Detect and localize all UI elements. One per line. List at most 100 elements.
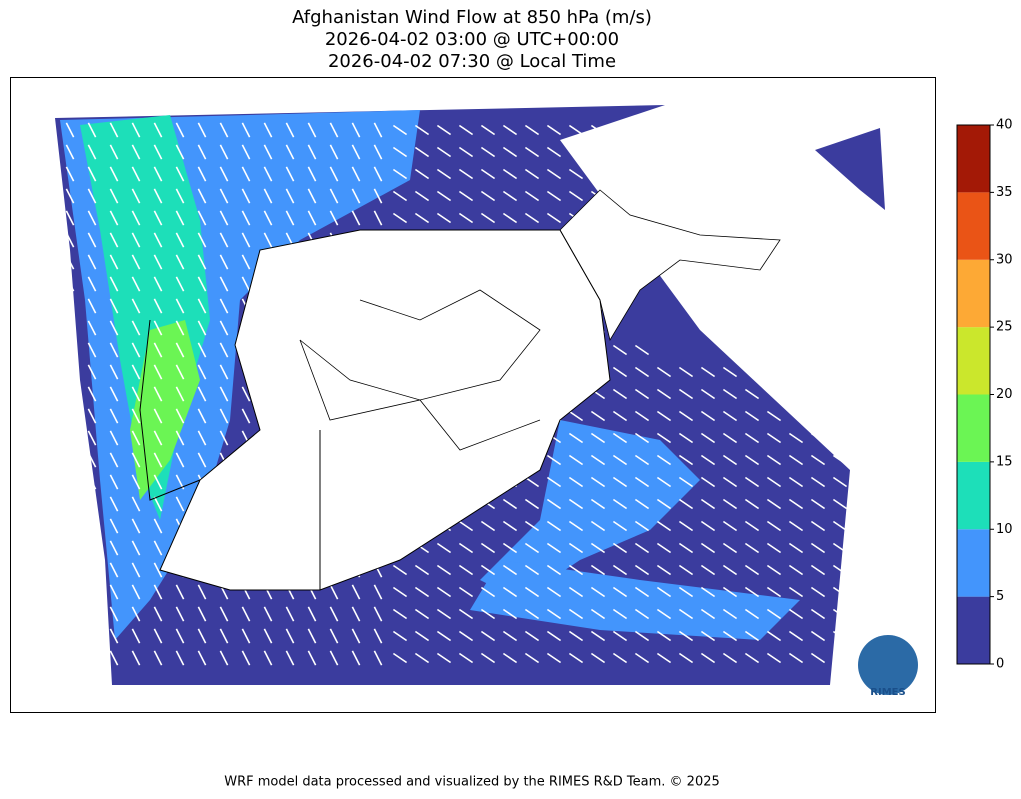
wind-arrow bbox=[65, 298, 75, 314]
wind-arrow bbox=[524, 498, 540, 510]
wind-arrow bbox=[392, 564, 408, 576]
wind-arrow bbox=[175, 452, 185, 468]
wind-arrow bbox=[656, 520, 672, 532]
wind-arrow bbox=[568, 652, 584, 664]
wind-arrow bbox=[373, 650, 383, 666]
wind-arrow bbox=[700, 498, 716, 510]
wind-arrow bbox=[153, 232, 163, 248]
wind-arrow bbox=[109, 562, 119, 578]
wind-arrow bbox=[241, 144, 251, 160]
wind-arrow bbox=[153, 562, 163, 578]
wind-arrow bbox=[590, 124, 606, 136]
wind-arrow bbox=[241, 276, 251, 292]
wind-arrow bbox=[634, 432, 650, 444]
wind-arrow bbox=[480, 652, 496, 664]
wind-arrow bbox=[285, 188, 295, 204]
wind-arrow bbox=[832, 586, 848, 598]
wind-arrow bbox=[87, 210, 97, 226]
wind-arrow bbox=[65, 232, 75, 248]
wind-arrow bbox=[524, 564, 540, 576]
wind-arrow bbox=[832, 608, 848, 620]
wind-arrow bbox=[219, 408, 229, 424]
wind-arrow bbox=[612, 476, 628, 488]
wind-arrow bbox=[87, 408, 97, 424]
wind-arrow bbox=[285, 122, 295, 138]
wind-arrow bbox=[788, 476, 804, 488]
logo-emblem bbox=[858, 635, 918, 695]
wind-arrow bbox=[458, 168, 474, 180]
wind-arrow bbox=[109, 540, 119, 556]
wind-arrow bbox=[175, 496, 185, 512]
wind-arrow bbox=[524, 630, 540, 642]
wind-arrow bbox=[175, 342, 185, 358]
wind-arrow bbox=[175, 650, 185, 666]
wind-arrow bbox=[744, 498, 760, 510]
wind-arrow bbox=[678, 410, 694, 422]
wind-arrow bbox=[109, 518, 119, 534]
wind-arrow bbox=[197, 122, 207, 138]
wind-arrow bbox=[219, 628, 229, 644]
wind-arrow bbox=[197, 320, 207, 336]
wind-arrow bbox=[832, 630, 848, 642]
wind-arrow bbox=[766, 520, 782, 532]
wind-arrow bbox=[219, 188, 229, 204]
colorbar-segment bbox=[957, 327, 990, 395]
wind-arrow bbox=[832, 520, 848, 532]
wind-arrow bbox=[480, 168, 496, 180]
wind-arrow bbox=[810, 608, 826, 620]
wind-arrow bbox=[87, 320, 97, 336]
wind-arrow bbox=[436, 652, 452, 664]
wind-arrow bbox=[329, 628, 339, 644]
wind-arrow bbox=[65, 188, 75, 204]
wind-arrow bbox=[590, 432, 606, 444]
wind-arrow bbox=[373, 122, 383, 138]
wind-arrow bbox=[307, 122, 317, 138]
wind-arrow bbox=[153, 386, 163, 402]
wind-arrow bbox=[153, 364, 163, 380]
wind-arrow bbox=[351, 166, 361, 182]
wind-arrow bbox=[109, 628, 119, 644]
wind-arrow bbox=[546, 190, 562, 202]
wind-arrow bbox=[810, 476, 826, 488]
wind-arrow bbox=[722, 366, 738, 378]
wind-arrow bbox=[502, 564, 518, 576]
wind-arrow bbox=[414, 652, 430, 664]
wind-arrow bbox=[700, 564, 716, 576]
wind-arrow bbox=[458, 586, 474, 598]
wind-arrow bbox=[612, 454, 628, 466]
wind-arrow bbox=[392, 652, 408, 664]
wind-arrow bbox=[131, 518, 141, 534]
wind-arrow bbox=[153, 628, 163, 644]
colorbar-tick-label: 5 bbox=[996, 589, 1004, 604]
colorbar: 0 5 10 15 20 25 30 35 40 bbox=[956, 118, 1013, 672]
wind-arrow bbox=[414, 168, 430, 180]
wind-arrow bbox=[810, 498, 826, 510]
wind-arrow bbox=[373, 188, 383, 204]
colorbar-segment bbox=[957, 259, 990, 328]
wind-arrow bbox=[414, 586, 430, 598]
wind-arrow bbox=[197, 232, 207, 248]
wind-arrow bbox=[109, 210, 119, 226]
wind-arrow bbox=[153, 342, 163, 358]
wind-arrow bbox=[590, 652, 606, 664]
wind-arrow bbox=[612, 344, 628, 356]
wind-arrow bbox=[546, 454, 562, 466]
wind-arrow bbox=[414, 630, 430, 642]
wind-arrow bbox=[307, 188, 317, 204]
wind-arrow bbox=[87, 628, 97, 644]
wind-arrow bbox=[656, 586, 672, 598]
wind-arrow bbox=[197, 188, 207, 204]
wind-arrow bbox=[197, 276, 207, 292]
wind-arrow bbox=[766, 410, 782, 422]
wind-arrow bbox=[458, 146, 474, 158]
wind-arrow bbox=[612, 410, 628, 422]
wind-arrow bbox=[436, 146, 452, 158]
wind-arrow bbox=[590, 608, 606, 620]
wind-arrow bbox=[546, 476, 562, 488]
wind-arrow bbox=[263, 650, 273, 666]
colorbar-tick-label: 40 bbox=[996, 118, 1013, 133]
wind-arrow bbox=[612, 586, 628, 598]
wind-arrow bbox=[744, 366, 760, 378]
wind-arrow bbox=[414, 212, 430, 224]
wind-arrow bbox=[219, 166, 229, 182]
